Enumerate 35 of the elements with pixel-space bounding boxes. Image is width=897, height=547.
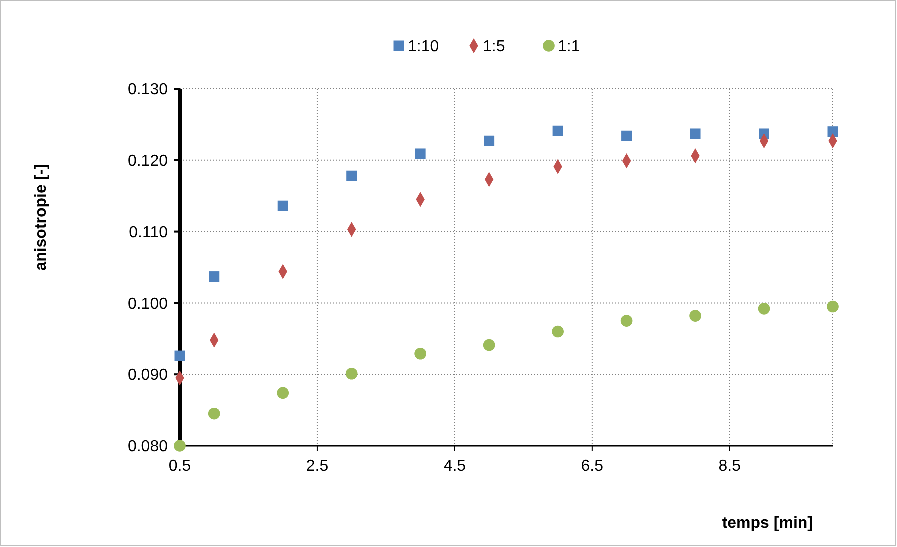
- y-tick-label: 0.130: [128, 82, 168, 99]
- point: [415, 148, 426, 160]
- point: [414, 348, 426, 360]
- point: [552, 326, 564, 338]
- point: [484, 136, 495, 146]
- point: [209, 272, 220, 282]
- point: [483, 339, 496, 352]
- x-tick-label: 8.5: [718, 458, 742, 475]
- y-tick-label: 0.090: [128, 367, 168, 384]
- point: [620, 315, 633, 327]
- point: [277, 387, 290, 400]
- y-axis-title: anisotropie [-]: [33, 164, 50, 271]
- x-axis-title: temps [min]: [722, 515, 813, 532]
- point: [690, 310, 702, 322]
- point: [346, 170, 358, 182]
- point: [552, 126, 564, 136]
- y-tick-label: 0.120: [128, 153, 168, 170]
- point: [690, 128, 701, 140]
- y-tick-label: 0.110: [129, 224, 168, 242]
- x-tick-label: 2.5: [306, 458, 329, 475]
- point: [758, 303, 770, 315]
- x-tick-label: 6.5: [581, 458, 604, 475]
- point: [622, 130, 632, 142]
- legend-label: 1:10: [408, 38, 440, 56]
- legend-label: 1:1: [558, 38, 580, 56]
- legend-label: 1:5: [483, 38, 506, 56]
- point: [827, 300, 839, 313]
- y-tick-label: 0.080: [128, 438, 168, 456]
- y-tick-label: 0.100: [128, 296, 168, 313]
- x-tick-label: 4.5: [444, 458, 466, 475]
- point: [278, 200, 288, 212]
- x-tick-label: 0.5: [168, 458, 192, 475]
- point: [346, 368, 358, 380]
- point: [208, 408, 220, 420]
- point: [174, 350, 186, 362]
